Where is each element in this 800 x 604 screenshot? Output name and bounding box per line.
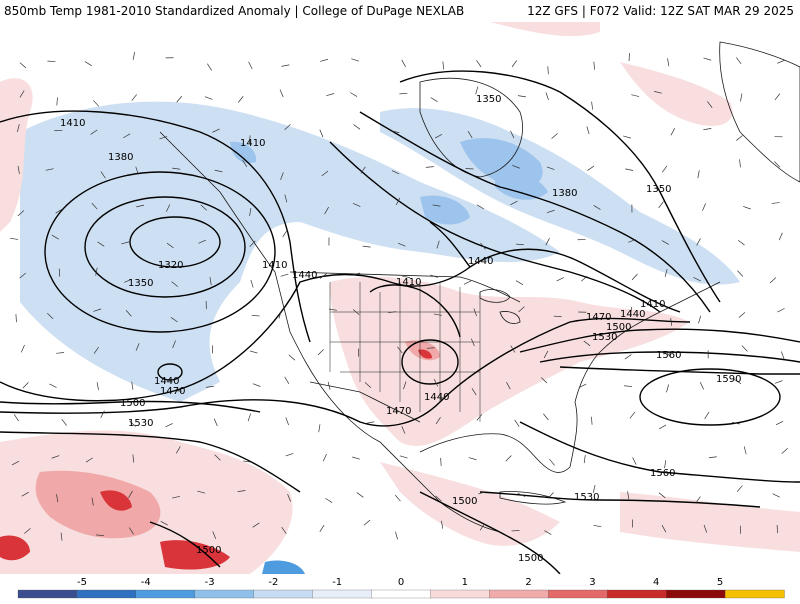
contour-label: 1320 (158, 260, 183, 271)
contour-label: 1440 (292, 270, 317, 281)
contour-label: 1440 (620, 309, 645, 320)
colorbar-swatches (18, 590, 785, 598)
colorbar-swatch (77, 590, 136, 598)
weather-map: 1410 1410 1380 1320 1350 1410 1440 1410 … (0, 22, 800, 574)
contour-label: 1470 (160, 386, 185, 397)
contour-label: 1500 (452, 496, 477, 507)
contour-label: 1560 (656, 350, 681, 361)
colorbar-swatch (136, 590, 195, 598)
colorbar-swatch (195, 590, 254, 598)
colorbar-tick-label: 1 (462, 577, 468, 588)
colorbar-swatch (254, 590, 313, 598)
contour-label: 1500 (196, 545, 221, 556)
map-canvas: 1410 1410 1380 1320 1350 1410 1440 1410 … (0, 22, 800, 574)
colorbar-tick-label: -5 (77, 577, 87, 588)
contour-label: 1560 (650, 468, 675, 479)
contour-label: 1380 (552, 188, 577, 199)
colorbar-swatch (548, 590, 607, 598)
contour-label: 1530 (128, 418, 153, 429)
contour-label: 1350 (128, 278, 153, 289)
wind-barb (466, 169, 474, 170)
colorbar-tick-label: 4 (653, 577, 659, 588)
colorbar-swatch (313, 590, 372, 598)
contour-label: 1530 (592, 332, 617, 343)
colorbar-tick-label: 0 (398, 577, 404, 588)
contour-label: 1410 (240, 138, 265, 149)
colorbar-tick-label: 3 (589, 577, 595, 588)
colorbar-tick-label: 5 (717, 577, 723, 588)
colorbar-legend: -5 -4 -3 -2 -1 0 1 2 3 4 5 (0, 574, 800, 600)
contour-label: 1440 (424, 392, 449, 403)
colorbar-tick-label: 2 (525, 577, 531, 588)
colorbar-swatch (666, 590, 725, 598)
colorbar-swatch (489, 590, 548, 598)
colorbar-tick-labels: -5 -4 -3 -2 -1 0 1 2 3 4 5 (77, 577, 723, 588)
colorbar-swatch (725, 590, 784, 598)
colorbar-swatch (18, 590, 77, 598)
colorbar-canvas: -5 -4 -3 -2 -1 0 1 2 3 4 5 (0, 574, 800, 600)
chart-header: 850mb Temp 1981-2010 Standardized Anomal… (0, 0, 800, 22)
contour-label: 1350 (646, 184, 671, 195)
map-title: 850mb Temp 1981-2010 Standardized Anomal… (4, 4, 464, 18)
contour-label: 1500 (518, 553, 543, 564)
contour-label: 1410 (60, 118, 85, 129)
model-run-info: 12Z GFS | F072 Valid: 12Z SAT MAR 29 202… (527, 4, 794, 18)
contour-label: 1380 (108, 152, 133, 163)
colorbar-tick-label: -3 (205, 577, 215, 588)
colorbar-tick-label: -4 (141, 577, 151, 588)
contour-label: 1530 (574, 492, 599, 503)
colorbar-tick-label: -1 (332, 577, 342, 588)
colorbar-swatch (372, 590, 431, 598)
contour-label: 1410 (396, 277, 421, 288)
colorbar-tick-label: -2 (268, 577, 278, 588)
contour-label: 1470 (386, 406, 411, 417)
colorbar-swatch (430, 590, 489, 598)
contour-label: 1350 (476, 94, 501, 105)
contour-label: 1500 (120, 398, 145, 409)
contour-label: 1410 (262, 260, 287, 271)
colorbar-swatch (607, 590, 666, 598)
contour-label: 1590 (716, 374, 741, 385)
contour-label: 1440 (468, 256, 493, 267)
